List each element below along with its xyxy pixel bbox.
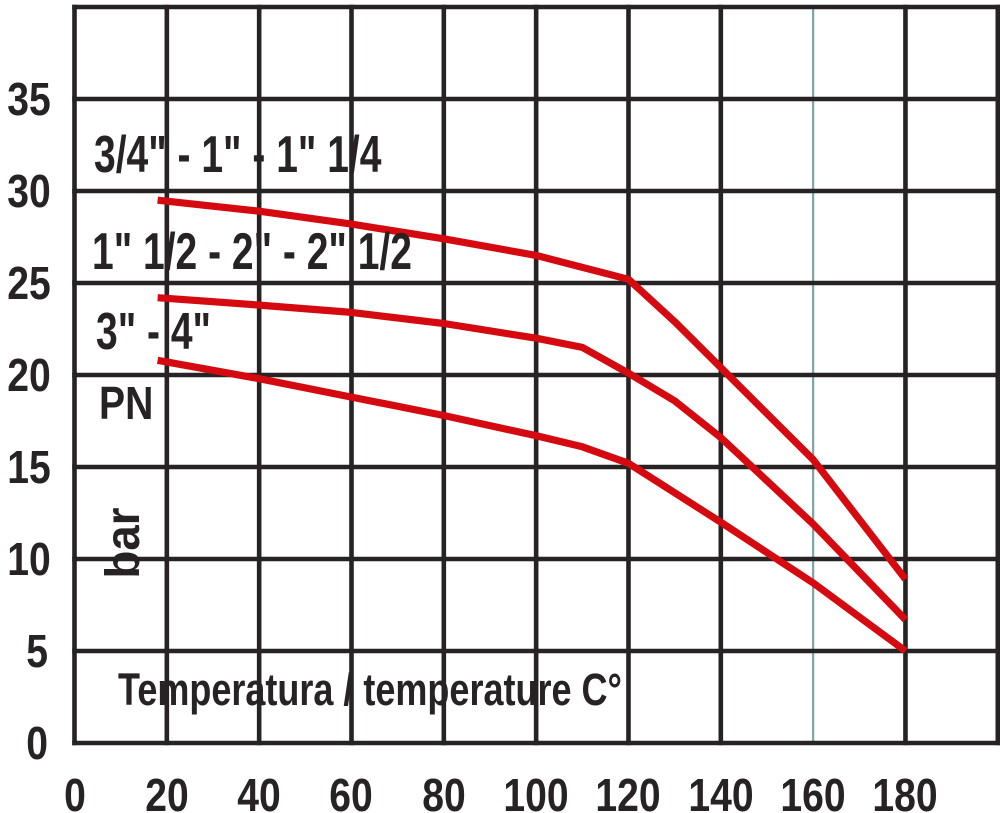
y-tick-label: 25 xyxy=(7,257,51,309)
x-tick-label: 60 xyxy=(329,769,374,813)
y-tick-label: 15 xyxy=(7,441,51,493)
y-tick-label: 20 xyxy=(7,349,51,401)
x-tick-label: 20 xyxy=(145,769,189,813)
x-tick-label: 140 xyxy=(688,769,754,813)
x-tick-label: 0 xyxy=(63,769,86,813)
series-label-small-sizes: 3/4" - 1" - 1" 1/4 xyxy=(94,126,382,184)
x-tick-label: 160 xyxy=(780,769,846,813)
series-label-large-sizes: 3" - 4" xyxy=(96,303,212,361)
y-axis-unit-label: bar xyxy=(97,507,150,579)
series-label-medium-sizes: 1" 1/2 - 2" - 2" 1/2 xyxy=(92,223,412,281)
x-tick-label: 120 xyxy=(595,769,662,813)
x-tick-label: 180 xyxy=(872,769,939,813)
y-axis-quantity-label: PN xyxy=(99,377,154,429)
x-tick-label: 40 xyxy=(237,769,281,813)
x-tick-label: 100 xyxy=(503,769,569,813)
x-axis-title: Temperatura / temperature C° xyxy=(118,664,622,715)
series-curve-3 xyxy=(156,356,908,654)
y-tick-label: 10 xyxy=(7,533,51,585)
y-tick-label: 30 xyxy=(7,165,51,217)
y-tick-label: 5 xyxy=(26,625,48,677)
series-curve-2 xyxy=(157,294,909,623)
series-curve-1 xyxy=(157,196,909,582)
y-tick-label: 35 xyxy=(7,73,51,125)
x-tick-label: 80 xyxy=(422,769,466,813)
y-tick-label: 0 xyxy=(26,717,48,769)
